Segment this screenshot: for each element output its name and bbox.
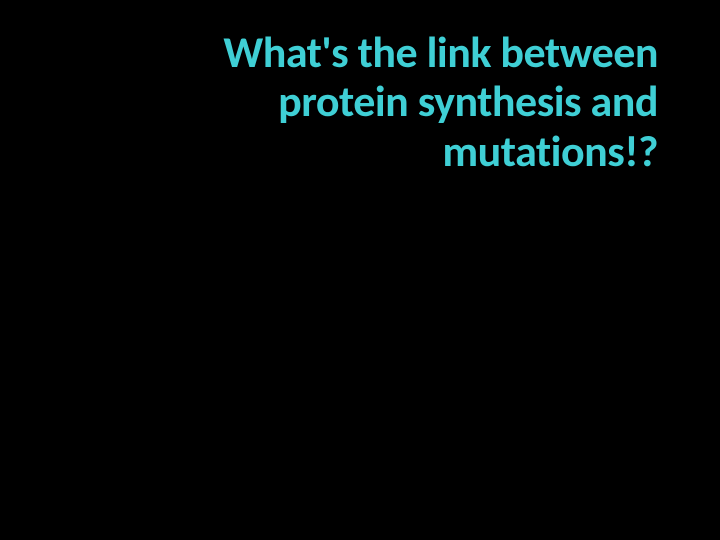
slide: What's the link between protein synthesi… (0, 0, 720, 540)
title-line-2: protein synthesis and (278, 74, 658, 128)
title-line-1: What's the link between (223, 25, 658, 79)
title-line-3: mutations!? (442, 124, 658, 178)
title-block: What's the link between protein synthesi… (98, 28, 658, 176)
slide-title: What's the link between protein synthesi… (98, 28, 658, 176)
